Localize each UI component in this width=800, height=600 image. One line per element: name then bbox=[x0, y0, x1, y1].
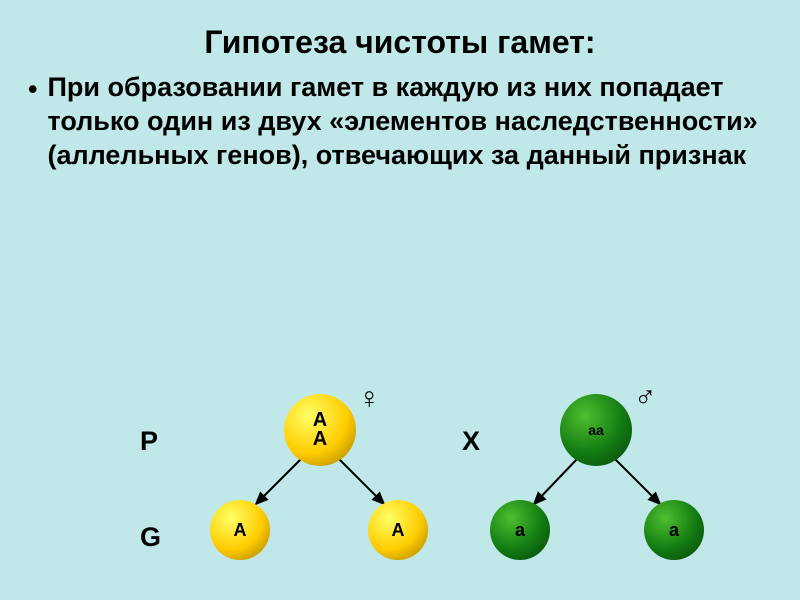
female-gamete-right-label: А bbox=[392, 520, 405, 541]
female-symbol: ♀ bbox=[358, 382, 381, 416]
female-gamete-left-label: А bbox=[234, 520, 247, 541]
female-gamete-right: А bbox=[368, 500, 428, 560]
female-parent-label: АА bbox=[313, 411, 327, 449]
male-gamete-left-label: а bbox=[515, 520, 525, 541]
male-parent-label: аа bbox=[588, 422, 604, 438]
body-text: При образовании гамет в каждую из них по… bbox=[47, 71, 760, 172]
female-gamete-left: А bbox=[210, 500, 270, 560]
male-parent-node: аа bbox=[560, 394, 632, 466]
bullet-marker: • bbox=[28, 71, 37, 172]
slide-title: Гипотеза чистоты гамет: bbox=[0, 0, 800, 71]
male-gamete-right: а bbox=[644, 500, 704, 560]
male-symbol: ♂ bbox=[634, 381, 657, 415]
body-text-block: • При образовании гамет в каждую из них … bbox=[0, 71, 800, 172]
male-gamete-right-label: а bbox=[669, 520, 679, 541]
male-gamete-left: а bbox=[490, 500, 550, 560]
label-G: G bbox=[140, 522, 161, 553]
label-P: P bbox=[140, 426, 158, 457]
label-X: X bbox=[462, 426, 480, 457]
female-parent-node: АА bbox=[284, 394, 356, 466]
